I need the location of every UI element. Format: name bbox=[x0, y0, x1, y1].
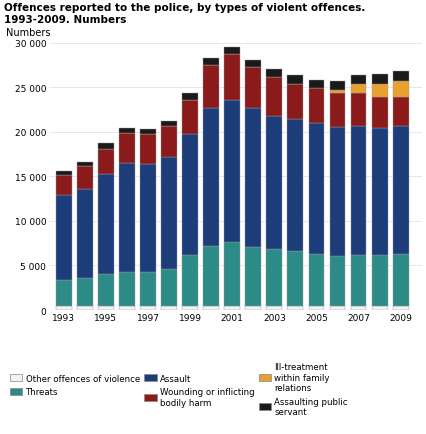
Bar bbox=[266, 307, 282, 310]
Bar bbox=[203, 59, 219, 66]
Bar bbox=[288, 252, 303, 307]
Bar bbox=[393, 98, 409, 127]
Bar bbox=[182, 135, 198, 255]
Bar bbox=[182, 307, 198, 310]
Bar bbox=[225, 307, 240, 310]
Bar bbox=[119, 272, 135, 307]
Bar bbox=[119, 129, 135, 134]
Bar bbox=[119, 134, 135, 164]
Bar bbox=[266, 116, 282, 250]
Text: 1993-2009. Numbers: 1993-2009. Numbers bbox=[4, 15, 127, 25]
Bar bbox=[98, 175, 114, 275]
Bar bbox=[308, 123, 324, 254]
Bar bbox=[330, 128, 345, 256]
Bar bbox=[77, 278, 93, 307]
Bar bbox=[308, 307, 324, 310]
Bar bbox=[372, 98, 388, 129]
Bar bbox=[77, 307, 93, 310]
Bar bbox=[161, 307, 177, 310]
Bar bbox=[119, 164, 135, 272]
Bar bbox=[308, 81, 324, 89]
Bar bbox=[56, 307, 72, 310]
Bar bbox=[330, 91, 345, 94]
Bar bbox=[203, 307, 219, 310]
Bar bbox=[351, 255, 366, 307]
Bar bbox=[140, 164, 156, 272]
Bar bbox=[308, 89, 324, 123]
Bar bbox=[98, 149, 114, 175]
Bar bbox=[245, 109, 261, 247]
Bar bbox=[182, 255, 198, 307]
Text: Offences reported to the police, by types of violent offences.: Offences reported to the police, by type… bbox=[4, 3, 366, 13]
Bar bbox=[182, 94, 198, 100]
Bar bbox=[330, 256, 345, 307]
Bar bbox=[393, 307, 409, 310]
Bar bbox=[182, 100, 198, 135]
Bar bbox=[140, 130, 156, 135]
Bar bbox=[161, 270, 177, 307]
Bar bbox=[161, 127, 177, 157]
Bar bbox=[351, 76, 366, 85]
Bar bbox=[203, 108, 219, 246]
Bar bbox=[77, 189, 93, 278]
Bar bbox=[56, 176, 72, 196]
Bar bbox=[56, 196, 72, 280]
Bar bbox=[351, 127, 366, 255]
Text: Numbers: Numbers bbox=[6, 28, 51, 38]
Bar bbox=[203, 66, 219, 108]
Bar bbox=[245, 307, 261, 310]
Bar bbox=[393, 72, 409, 82]
Bar bbox=[372, 84, 388, 98]
Bar bbox=[98, 275, 114, 307]
Bar bbox=[288, 76, 303, 84]
Bar bbox=[351, 307, 366, 310]
Bar bbox=[330, 94, 345, 128]
Bar bbox=[161, 157, 177, 270]
Bar bbox=[56, 280, 72, 307]
Bar bbox=[288, 120, 303, 252]
Bar bbox=[98, 144, 114, 149]
Bar bbox=[245, 61, 261, 68]
Bar bbox=[308, 254, 324, 307]
Bar bbox=[98, 307, 114, 310]
Bar bbox=[393, 254, 409, 307]
Bar bbox=[245, 68, 261, 109]
Bar bbox=[225, 55, 240, 100]
Bar bbox=[266, 250, 282, 307]
Bar bbox=[393, 127, 409, 254]
Bar bbox=[330, 82, 345, 91]
Bar bbox=[140, 135, 156, 164]
Legend: Other offences of violence, Threats, Assault, Wounding or inflicting
bodily harm: Other offences of violence, Threats, Ass… bbox=[10, 363, 348, 416]
Bar bbox=[56, 171, 72, 176]
Bar bbox=[140, 307, 156, 310]
Bar bbox=[288, 84, 303, 120]
Bar bbox=[393, 82, 409, 98]
Bar bbox=[225, 243, 240, 307]
Bar bbox=[203, 246, 219, 307]
Bar bbox=[140, 272, 156, 307]
Bar bbox=[372, 255, 388, 307]
Bar bbox=[266, 70, 282, 78]
Bar bbox=[225, 48, 240, 55]
Bar bbox=[330, 307, 345, 310]
Bar bbox=[351, 94, 366, 127]
Bar bbox=[77, 167, 93, 189]
Bar bbox=[225, 100, 240, 243]
Bar bbox=[77, 162, 93, 167]
Bar bbox=[372, 129, 388, 255]
Bar bbox=[351, 85, 366, 94]
Bar bbox=[245, 247, 261, 307]
Bar bbox=[372, 307, 388, 310]
Bar bbox=[266, 78, 282, 116]
Bar bbox=[372, 75, 388, 84]
Bar bbox=[288, 307, 303, 310]
Bar bbox=[161, 121, 177, 127]
Bar bbox=[119, 307, 135, 310]
